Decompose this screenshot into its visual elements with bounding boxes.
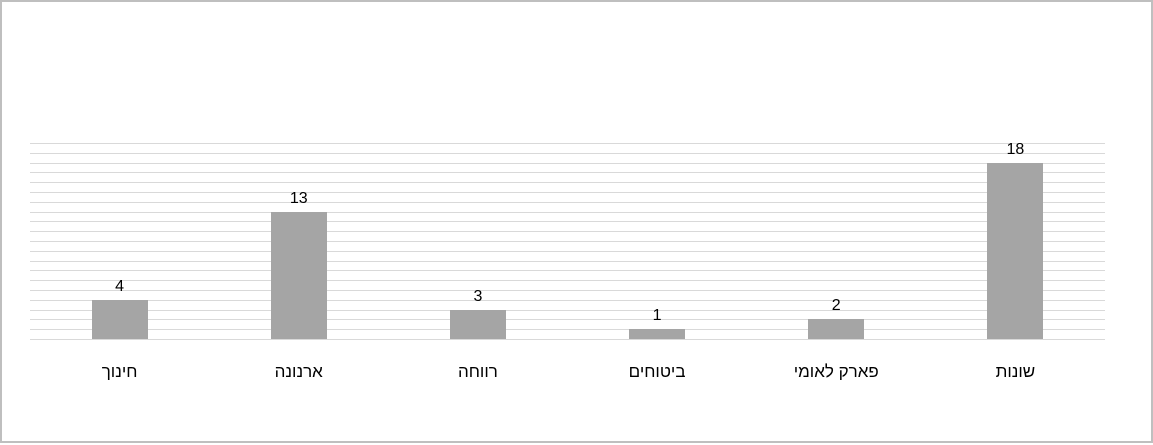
bar <box>987 163 1043 339</box>
data-label: 2 <box>832 297 841 314</box>
data-label: 1 <box>653 307 662 324</box>
category-label: רווחה <box>458 362 498 381</box>
bar <box>450 310 506 339</box>
data-label: 13 <box>290 190 308 207</box>
data-labels: 4 13 3 1 2 18 <box>115 141 1024 324</box>
category-label: ארנונה <box>275 362 324 381</box>
bar <box>629 329 685 339</box>
category-label: שונות <box>996 362 1036 381</box>
bar <box>808 319 864 339</box>
data-label: 18 <box>1007 141 1025 158</box>
bar <box>92 300 148 339</box>
category-label: פארק לאומי <box>794 362 879 381</box>
bar <box>271 212 327 339</box>
data-label: 4 <box>115 278 124 295</box>
category-label: ביטוחים <box>629 362 686 381</box>
category-label: חינוך <box>102 362 138 381</box>
gridlines <box>30 144 1105 340</box>
data-label: 3 <box>473 288 482 305</box>
category-labels: חינוך ארנונה רווחה ביטוחים פארק לאומי שונות <box>102 362 1035 381</box>
